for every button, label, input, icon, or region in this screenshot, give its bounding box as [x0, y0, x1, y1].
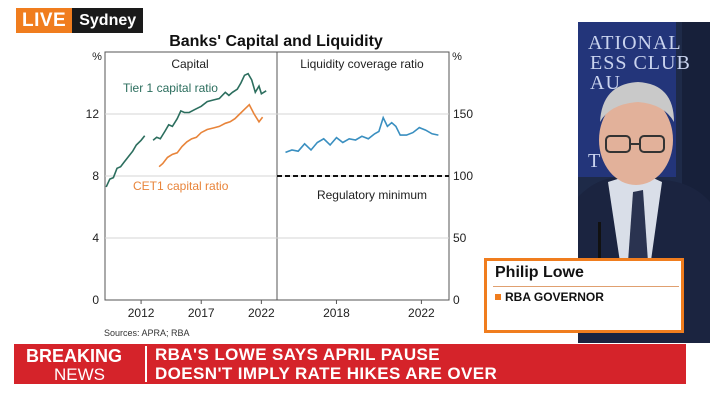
speaker-title-row: RBA GOVERNOR [495, 290, 604, 304]
breaking-label: BREAKING [26, 346, 123, 366]
breaking-headline: RBA'S LOWE SAYS APRIL PAUSE DOESN'T IMPL… [155, 345, 497, 383]
banner-text-3: AU [590, 72, 621, 94]
liquidity-x-tick-label: 2018 [323, 306, 350, 320]
liquidity-y-tick-label: 100 [453, 169, 473, 183]
capital-y-tick-label: 8 [92, 169, 99, 183]
liquidity-x-tick-label: 2022 [408, 306, 435, 320]
liquidity-y-tick-label: 0 [453, 293, 460, 307]
liquidity-panel-title: Liquidity coverage ratio [300, 57, 424, 71]
speaker-name: Philip Lowe [495, 264, 584, 281]
cet1-label: CET1 capital ratio [133, 179, 229, 193]
regulatory-minimum-label: Regulatory minimum [317, 188, 427, 202]
glasses [605, 135, 665, 153]
tier1-series-line [152, 72, 267, 141]
capital-x-tick-label: 2022 [248, 306, 275, 320]
liquidity-y-tick-label: 150 [453, 107, 473, 121]
cet1-series-line [158, 103, 264, 168]
speaker-title: RBA GOVERNOR [505, 290, 604, 304]
lcr-series-line [285, 115, 439, 154]
breaking-news-tag: BREAKING NEWS [22, 344, 140, 384]
capital-y-unit: % [92, 51, 102, 63]
headline-line-2: DOESN'T IMPLY RATE HIKES ARE OVER [155, 364, 498, 383]
liquidity-panel: Liquidity coverage ratio % 0 50 100 150 2018… [277, 51, 473, 320]
breaking-news-bar [14, 344, 686, 384]
live-bug: LIVE Sydney [16, 8, 144, 33]
tie [628, 190, 648, 272]
capital-x-tick-label: 2012 [128, 306, 155, 320]
breaking-separator [145, 346, 147, 382]
banner-text-4: T [588, 150, 602, 172]
microphone [598, 222, 601, 282]
liquidity-y-unit: % [452, 51, 462, 63]
tier1-series-line [105, 135, 146, 188]
capital-y-tick-label: 12 [86, 107, 100, 121]
news-label: NEWS [54, 365, 105, 384]
chart-slide: Banks' Capital and Liquidity Capital % 0… [85, 33, 474, 338]
liquidity-y-tick-label: 50 [453, 231, 467, 245]
banner-text-1: ATIONAL [588, 32, 682, 54]
capital-panel-title: Capital [171, 57, 208, 71]
chart-source: Sources: APRA; RBA [104, 328, 190, 338]
chart-title: Banks' Capital and Liquidity [169, 33, 383, 50]
capital-x-tick-label: 2017 [188, 306, 215, 320]
headline-line-1: RBA'S LOWE SAYS APRIL PAUSE [155, 345, 440, 364]
hair [600, 82, 674, 122]
location-label: Sydney [72, 8, 144, 33]
lower-third-nameplate: Philip Lowe RBA GOVERNOR [484, 258, 684, 333]
capital-y-tick-label: 0 [92, 293, 99, 307]
face [599, 95, 673, 185]
nameplate-divider [493, 286, 679, 287]
live-label: LIVE [16, 8, 73, 33]
chart-svg: Banks' Capital and Liquidity Capital % 0… [86, 33, 474, 338]
capital-y-tick-label: 4 [92, 231, 99, 245]
title-bullet-icon [495, 294, 501, 300]
tier1-label: Tier 1 capital ratio [123, 81, 218, 95]
banner-text-2: ESS CLUB [590, 52, 691, 74]
